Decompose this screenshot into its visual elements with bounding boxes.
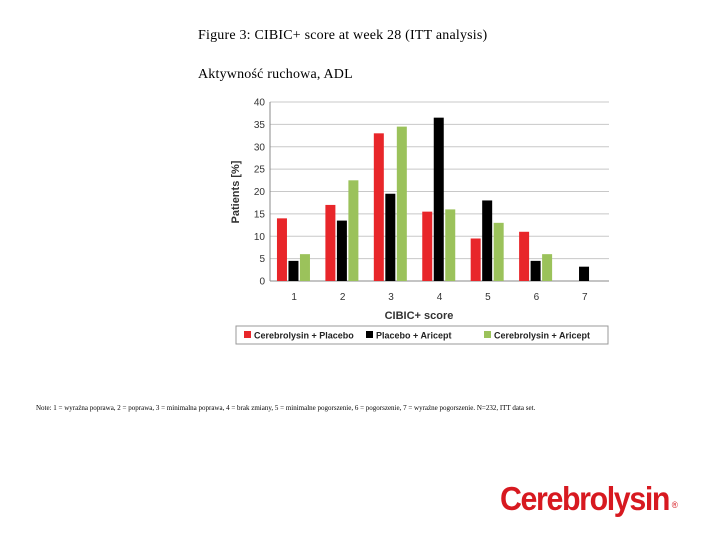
bar [579,266,590,281]
x-tick-label: 2 [340,292,346,303]
figure-title: Figure 3: CIBIC+ score at week 28 (ITT a… [198,28,488,43]
y-tick-label: 15 [254,209,266,220]
y-axis-title: Patients [%] [230,160,242,223]
legend-swatch [484,331,491,338]
y-tick-label: 5 [259,254,265,265]
y-tick-label: 40 [254,98,266,109]
bar [396,126,407,281]
chart-bars [276,117,590,281]
legend-swatch [366,331,373,338]
y-tick-label: 35 [254,120,266,131]
x-axis-ticks: 1 2 3 4 5 6 7 [291,292,588,303]
x-tick-label: 1 [291,292,297,303]
x-tick-label: 3 [388,292,394,303]
bar [373,133,384,281]
registered-mark: ® [671,500,678,510]
figure-subtitle: Aktywność ruchowa, ADL [198,67,353,82]
logo-text: Cerebrolysin [500,480,670,517]
bar [482,200,493,281]
bar [530,260,541,281]
x-tick-label: 7 [582,292,588,303]
bar [542,254,553,281]
x-tick-label: 4 [437,292,443,303]
bar [433,117,444,281]
legend-label: Cerebrolysin + Aricept [494,331,590,341]
y-tick-label: 0 [259,277,265,288]
bar [325,204,336,281]
bar [385,193,396,281]
legend-swatch [244,331,251,338]
x-tick-label: 5 [485,292,491,303]
bar [299,254,310,281]
cerebrolysin-logo: Cerebrolysin ® [500,480,678,518]
x-axis-title: CIBIC+ score [385,310,454,322]
chart-legend: Cerebrolysin + Placebo Placebo + Aricept C… [235,325,609,345]
y-tick-label: 25 [254,165,266,176]
y-tick-label: 20 [254,187,266,198]
bar [493,222,504,281]
legend-label: Cerebrolysin + Placebo [254,331,354,341]
bar [422,211,433,281]
legend-box [235,325,609,345]
bar [336,220,347,281]
bar [348,180,359,281]
bar-chart: 0 5 10 15 20 25 30 35 40 1 2 3 4 5 6 7 Patients [%] CI… [230,98,609,345]
footnote: Note: 1 = wyraźna poprawa, 2 = poprawa, … [36,404,536,412]
bar [470,238,481,281]
bar [276,218,287,281]
y-tick-label: 10 [254,232,266,243]
y-tick-label: 30 [254,142,266,153]
bar [519,231,530,281]
bar [288,260,299,281]
bar [445,209,456,281]
legend-label: Placebo + Aricept [376,331,451,341]
y-axis-ticks: 0 5 10 15 20 25 30 35 40 [254,98,266,288]
x-tick-label: 6 [534,292,540,303]
